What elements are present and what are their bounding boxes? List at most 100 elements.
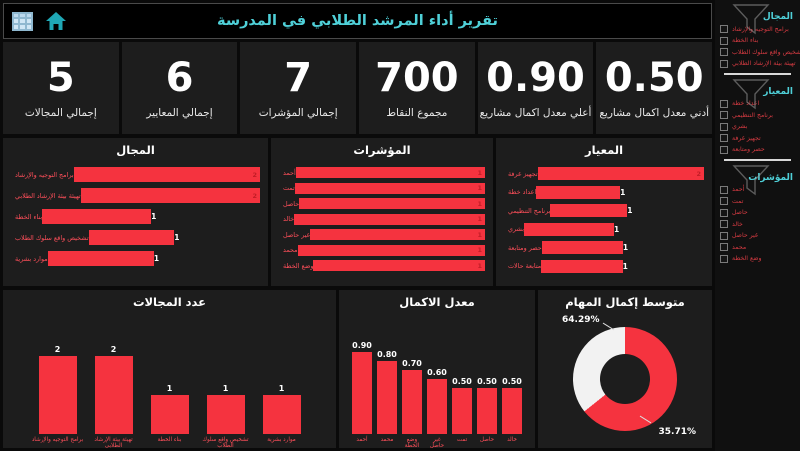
column-bar[interactable] — [38, 356, 77, 434]
bar-fill[interactable]: 2 — [73, 167, 260, 182]
filter-option[interactable]: بشري — [720, 122, 795, 131]
column-bar[interactable] — [402, 370, 422, 434]
filter-option[interactable]: أحمد — [720, 185, 795, 194]
kpi-label: إجمالي المؤشرات — [258, 106, 338, 119]
checkbox[interactable] — [720, 111, 728, 119]
funnel-icon[interactable] — [732, 77, 770, 115]
bar-fill[interactable] — [47, 251, 154, 266]
chart-title: عدد المجالات — [132, 295, 207, 309]
bar-category-label: حصر ومتابعة — [508, 243, 542, 252]
funnel-icon[interactable] — [732, 163, 770, 201]
bar-row: متابعة حالات 1 — [504, 259, 704, 273]
bar-fill[interactable]: 1 — [297, 244, 485, 256]
column-bar[interactable] — [150, 395, 189, 434]
bar-fill[interactable] — [541, 259, 623, 273]
checkbox[interactable] — [720, 145, 728, 154]
checkbox[interactable] — [720, 134, 728, 142]
bar-row: وضع الخطة 1 — [279, 260, 485, 271]
bar-fill[interactable]: 2 — [80, 188, 260, 203]
bar-row: بناء الخطة 1 — [11, 209, 260, 224]
kpi-label: إجمالي المجالات — [24, 106, 97, 119]
checkbox[interactable] — [720, 25, 728, 33]
column-bar[interactable] — [502, 388, 522, 434]
filter-option[interactable]: تهيئة بيئة الإرشاد الطلابي — [720, 59, 796, 68]
checkbox[interactable] — [720, 220, 728, 228]
home-icon[interactable] — [45, 11, 67, 31]
bar-fill[interactable] — [88, 230, 175, 245]
bar-row: محمد 1 — [279, 244, 485, 256]
kpi-card-total-domains: 5 إجمالي المجالات — [3, 42, 119, 134]
column-category-label: حاصل — [479, 437, 495, 443]
checkbox[interactable] — [720, 254, 728, 263]
checkbox[interactable] — [720, 59, 728, 68]
column-value-label: 2 — [110, 345, 117, 354]
checkbox[interactable] — [720, 48, 728, 56]
bar-fill[interactable]: 1 — [295, 167, 485, 178]
filter-option[interactable]: خالد — [720, 220, 795, 228]
filter-option[interactable]: محمد — [720, 243, 795, 251]
bar-row: خالد 1 — [279, 213, 485, 225]
filter-option-label: برنامج التنظيمي — [732, 111, 774, 119]
filter-option[interactable]: حصر ومتابعة — [720, 145, 795, 154]
bar-fill[interactable]: 1 — [294, 182, 485, 194]
bar-fill[interactable]: 1 — [294, 213, 485, 225]
checkbox[interactable] — [720, 208, 728, 217]
bar-fill[interactable] — [536, 185, 621, 199]
charts-row-bottom: عدد المجالات 2 برامج التوجيه والإرشاد 2 تهي… — [3, 290, 712, 448]
checkbox[interactable] — [720, 243, 728, 251]
checkbox[interactable] — [720, 231, 728, 240]
bar-fill[interactable] — [42, 209, 152, 224]
filter-option[interactable]: تمت — [720, 197, 795, 205]
chart-title: معدل الاكمال — [399, 295, 475, 309]
column-bar[interactable] — [452, 388, 472, 434]
checkbox[interactable] — [720, 36, 728, 45]
bar-fill[interactable] — [541, 241, 623, 254]
bar-track: 1 — [295, 167, 485, 178]
bar-fill[interactable]: 1 — [299, 198, 485, 209]
column-bar[interactable] — [377, 361, 397, 434]
filter-option[interactable]: حاصل — [720, 208, 795, 217]
bar-row: حصر ومتابعة 1 — [504, 241, 704, 254]
filter-option[interactable]: تجهيز غرفة — [720, 134, 795, 142]
bar-fill[interactable]: 1 — [313, 260, 485, 271]
column-bar[interactable] — [427, 379, 447, 434]
filter-option-label: غير حاصل — [732, 232, 759, 239]
bar-fill[interactable]: 2 — [537, 167, 704, 180]
checkbox[interactable] — [720, 99, 728, 108]
filter-option[interactable]: برنامج التنظيمي — [720, 111, 795, 119]
checkbox[interactable] — [720, 185, 728, 194]
bar-row: تشخيص واقع سلوك الطلاب 1 — [11, 230, 260, 245]
bar-row: موارد بشرية 1 — [11, 251, 260, 266]
column-bar[interactable] — [94, 356, 133, 434]
bar-track: 1 — [297, 244, 485, 256]
column-bar[interactable] — [352, 352, 372, 434]
column-bar[interactable] — [477, 388, 497, 434]
filter-option[interactable]: تشخيص واقع سلوك الطلاب — [720, 48, 800, 56]
bar-fill[interactable] — [524, 222, 614, 236]
column-category-label: تشخيص واقع سلوك الطلاب — [202, 437, 249, 448]
funnel-icon[interactable] — [732, 2, 770, 40]
bar-value-label: 2 — [252, 170, 257, 179]
charts-row-top: المجال برامج التوجيه والإرشاد 2 تهيئة بيئة… — [3, 138, 712, 286]
bar-row: أحمد 1 — [279, 167, 485, 178]
column-item: 0.60 غير حاصل — [427, 313, 447, 448]
chart-panel-domain: المجال برامج التوجيه والإرشاد 2 تهيئة بيئة… — [3, 138, 268, 286]
filter-option[interactable]: بناء الخطة — [720, 36, 795, 45]
filter-option[interactable]: برامج التوجيه والإرشاد — [720, 25, 795, 33]
column-bar[interactable] — [262, 395, 301, 434]
filter-option[interactable]: وضع الخطة — [720, 254, 795, 263]
filter-option[interactable]: غير حاصل — [720, 231, 795, 240]
filter-option-label: بناء الخطة — [732, 37, 759, 44]
bar-fill[interactable] — [550, 204, 628, 217]
table-icon[interactable] — [12, 11, 33, 31]
filter-option[interactable]: اعداد خطة — [720, 99, 795, 108]
column-bar[interactable] — [206, 395, 245, 434]
bar-category-label: تهيئة بيئة الإرشاد الطلابي — [15, 191, 81, 200]
bar-fill[interactable]: 1 — [310, 229, 485, 240]
bar-value-label: 2 — [696, 169, 701, 178]
bar-track: 2 — [73, 167, 260, 182]
checkbox[interactable] — [720, 122, 728, 131]
filter-option-label: وضع الخطة — [732, 255, 762, 262]
checkbox[interactable] — [720, 197, 728, 205]
divider — [724, 72, 791, 75]
